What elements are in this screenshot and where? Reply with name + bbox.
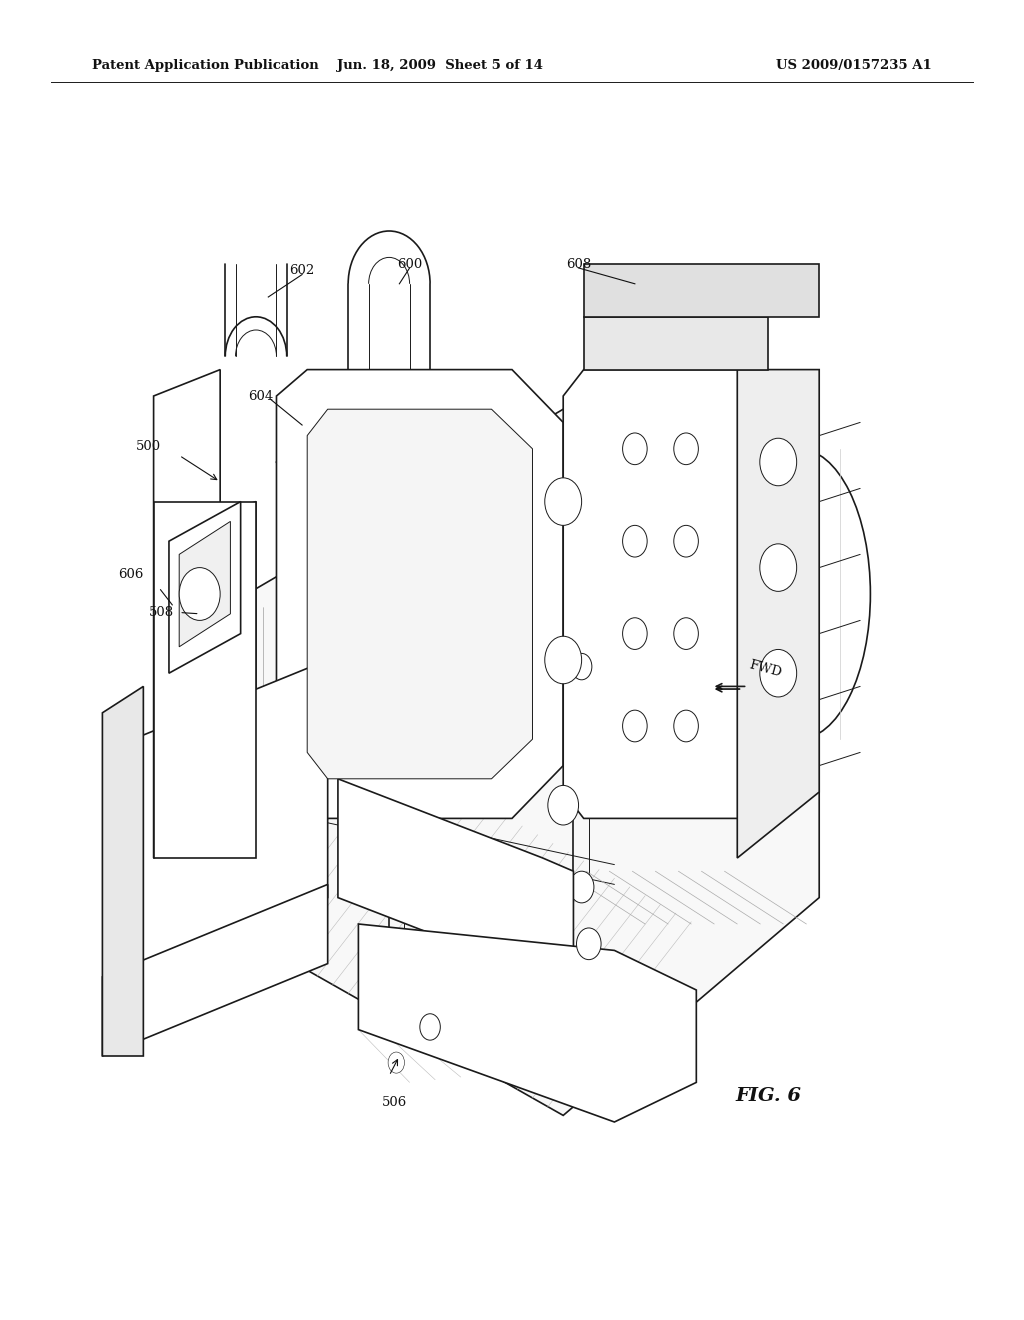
Polygon shape [584,264,819,317]
Text: Jun. 18, 2009  Sheet 5 of 14: Jun. 18, 2009 Sheet 5 of 14 [337,59,544,73]
Circle shape [386,1010,407,1036]
Circle shape [577,928,601,960]
Circle shape [760,438,797,486]
Circle shape [674,710,698,742]
Circle shape [780,280,797,301]
Circle shape [623,710,647,742]
Text: FIG. 6: FIG. 6 [735,1086,801,1105]
Polygon shape [338,779,573,977]
Text: 600: 600 [397,257,422,271]
Circle shape [698,280,715,301]
Polygon shape [737,370,819,858]
Polygon shape [563,370,768,818]
Circle shape [571,653,592,680]
Circle shape [545,478,582,525]
Text: 602: 602 [290,264,314,277]
Circle shape [657,280,674,301]
Polygon shape [179,521,230,647]
Text: 506: 506 [382,1096,407,1109]
Circle shape [760,544,797,591]
Circle shape [569,871,594,903]
Circle shape [674,433,698,465]
Text: US 2009/0157235 A1: US 2009/0157235 A1 [776,59,932,73]
Circle shape [420,1014,440,1040]
Polygon shape [584,317,768,370]
Polygon shape [179,409,819,1115]
Polygon shape [276,370,563,818]
Polygon shape [169,502,241,673]
Polygon shape [307,409,532,779]
Circle shape [674,618,698,649]
Polygon shape [154,502,256,858]
Circle shape [739,280,756,301]
Circle shape [616,280,633,301]
Circle shape [545,636,582,684]
Circle shape [623,525,647,557]
Circle shape [548,785,579,825]
Polygon shape [102,686,143,1056]
Polygon shape [102,884,328,1056]
Polygon shape [154,370,220,858]
Circle shape [623,433,647,465]
Circle shape [760,649,797,697]
Text: Patent Application Publication: Patent Application Publication [92,59,318,73]
Circle shape [388,1052,404,1073]
Text: 608: 608 [566,257,591,271]
Ellipse shape [727,449,870,739]
Polygon shape [179,502,256,898]
Polygon shape [358,924,696,1122]
Circle shape [623,618,647,649]
Circle shape [179,568,220,620]
Text: 508: 508 [148,606,174,619]
Polygon shape [133,660,328,977]
Text: 500: 500 [136,440,161,453]
Circle shape [674,525,698,557]
Text: FWD: FWD [748,659,783,680]
Text: 604: 604 [249,389,273,403]
Text: 606: 606 [118,568,143,581]
